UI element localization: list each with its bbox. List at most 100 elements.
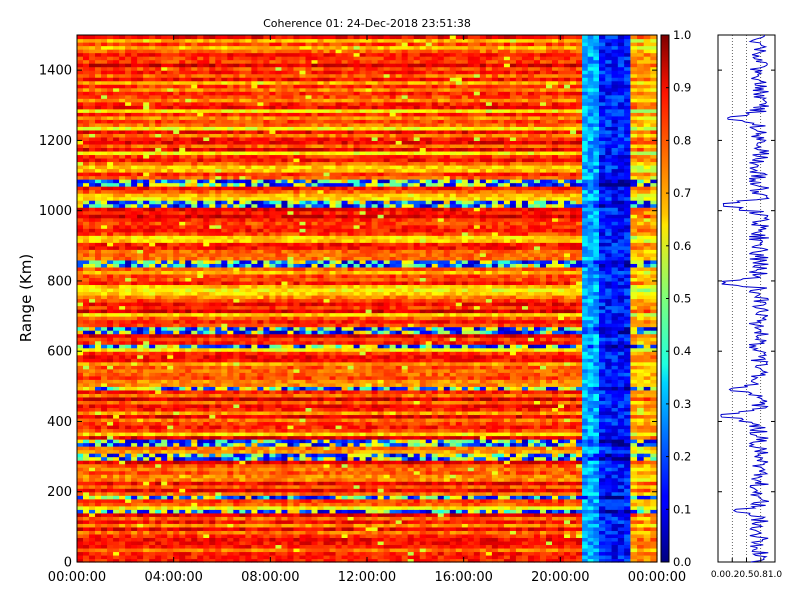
heatmap-cell bbox=[173, 179, 180, 184]
heatmap-cell bbox=[149, 484, 156, 489]
heatmap-cell bbox=[185, 126, 192, 131]
heatmap-cell bbox=[119, 435, 126, 440]
heatmap-cell bbox=[185, 519, 192, 524]
heatmap-cell bbox=[251, 42, 258, 47]
heatmap-cell bbox=[269, 396, 277, 401]
heatmap-cell bbox=[77, 365, 84, 370]
heatmap-cell bbox=[197, 203, 204, 208]
heatmap-cell bbox=[137, 164, 144, 170]
heatmap-cell bbox=[251, 214, 258, 219]
heatmap-cell bbox=[101, 432, 108, 437]
heatmap-cell bbox=[227, 403, 234, 409]
heatmap-cell bbox=[155, 326, 162, 331]
heatmap-cell bbox=[197, 432, 204, 437]
heatmap-cell bbox=[101, 316, 108, 321]
heatmap-cell bbox=[149, 340, 156, 345]
heatmap-cell bbox=[269, 372, 277, 377]
heatmap-cell bbox=[161, 277, 168, 282]
heatmap-cell bbox=[77, 91, 84, 96]
heatmap-cell bbox=[269, 238, 277, 243]
heatmap-cell bbox=[89, 291, 96, 296]
heatmap-cell bbox=[179, 35, 186, 40]
heatmap-cell bbox=[137, 533, 144, 538]
heatmap-cell bbox=[263, 432, 271, 437]
heatmap-cell bbox=[257, 84, 264, 89]
heatmap-cell bbox=[101, 66, 108, 71]
heatmap-cell bbox=[221, 263, 228, 268]
heatmap-cell bbox=[167, 284, 174, 289]
heatmap-cell bbox=[137, 277, 144, 282]
heatmap-cell bbox=[245, 140, 252, 145]
heatmap-cell bbox=[233, 323, 240, 328]
heatmap-cell bbox=[215, 333, 222, 338]
heatmap-cell bbox=[233, 410, 240, 416]
heatmap-cell bbox=[215, 196, 222, 201]
heatmap-cell bbox=[191, 73, 198, 78]
heatmap-cell bbox=[215, 446, 222, 451]
heatmap-cell bbox=[275, 491, 283, 496]
heatmap-cell bbox=[131, 498, 138, 503]
heatmap-cell bbox=[191, 87, 198, 92]
heatmap-cell bbox=[197, 277, 204, 282]
heatmap-cell bbox=[203, 337, 210, 342]
heatmap-cell bbox=[107, 52, 114, 57]
heatmap-cell bbox=[275, 474, 283, 479]
heatmap-cell bbox=[119, 316, 126, 321]
heatmap-cell bbox=[137, 80, 144, 85]
heatmap-cell bbox=[269, 154, 277, 159]
heatmap-cell bbox=[221, 94, 228, 99]
heatmap-cell bbox=[95, 42, 102, 47]
heatmap-cell bbox=[113, 372, 120, 377]
heatmap-cell bbox=[257, 242, 264, 247]
heatmap-cell bbox=[131, 196, 138, 201]
heatmap-cell bbox=[161, 179, 168, 184]
heatmap-cell bbox=[197, 94, 204, 99]
heatmap-cell bbox=[185, 115, 192, 120]
heatmap-cell bbox=[155, 73, 162, 78]
heatmap-cell bbox=[215, 249, 222, 254]
heatmap-cell bbox=[125, 147, 132, 152]
heatmap-cell bbox=[101, 182, 108, 187]
heatmap-cell bbox=[77, 551, 84, 556]
heatmap-cell bbox=[221, 337, 228, 342]
heatmap-cell bbox=[131, 477, 138, 482]
heatmap-cell bbox=[269, 207, 277, 212]
heatmap-cell bbox=[83, 372, 90, 377]
heatmap-cell bbox=[221, 73, 228, 78]
heatmap-cell bbox=[101, 516, 108, 521]
heatmap-cell bbox=[257, 101, 264, 106]
heatmap-cell bbox=[89, 481, 96, 486]
heatmap-cell bbox=[179, 52, 186, 57]
heatmap-cell bbox=[167, 119, 174, 124]
heatmap-cell bbox=[251, 424, 258, 430]
heatmap-cell bbox=[131, 45, 138, 50]
heatmap-cell bbox=[269, 147, 277, 152]
heatmap-cell bbox=[203, 249, 210, 254]
heatmap-cell bbox=[173, 491, 180, 496]
heatmap-cell bbox=[197, 52, 204, 57]
heatmap-cell bbox=[149, 530, 156, 535]
heatmap-cell bbox=[191, 42, 198, 47]
heatmap-cell bbox=[197, 133, 204, 138]
heatmap-cell bbox=[155, 449, 162, 454]
heatmap-cell bbox=[173, 73, 180, 78]
heatmap-cell bbox=[269, 126, 277, 131]
heatmap-cell bbox=[233, 105, 240, 110]
heatmap-cell bbox=[197, 453, 204, 458]
heatmap-cell bbox=[257, 35, 264, 40]
heatmap-cell bbox=[149, 126, 156, 131]
heatmap-cell bbox=[275, 502, 283, 507]
heatmap-cell bbox=[203, 372, 210, 377]
heatmap-cell bbox=[173, 372, 180, 377]
heatmap-cell bbox=[89, 217, 96, 222]
heatmap-cell bbox=[119, 368, 126, 373]
heatmap-cell bbox=[203, 323, 210, 328]
heatmap-cell bbox=[77, 460, 84, 465]
heatmap-cell bbox=[245, 256, 252, 261]
heatmap-cell bbox=[155, 122, 162, 127]
heatmap-cell bbox=[149, 337, 156, 342]
heatmap-cell bbox=[149, 263, 156, 268]
heatmap-cell bbox=[209, 175, 216, 180]
heatmap-cell bbox=[89, 56, 96, 61]
heatmap-cell bbox=[137, 52, 144, 57]
